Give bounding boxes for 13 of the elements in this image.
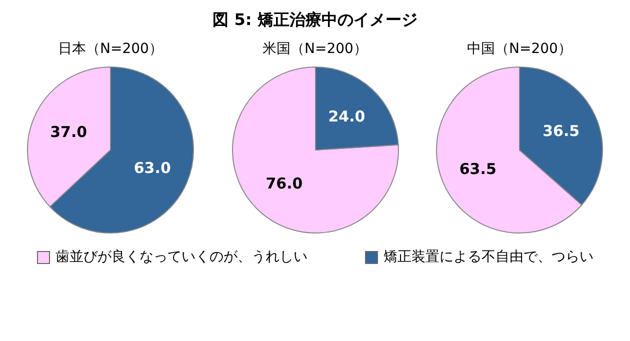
chart-title: 図 5: 矯正治療中のイメージ <box>212 10 418 31</box>
legend-label: 歯並びが良くなっていくのが、うれしい <box>56 248 308 266</box>
data-label: 63.0 <box>134 159 171 178</box>
chart-subtitle: 日本（N=200） <box>58 40 163 59</box>
legend-label: 矯正装置による不自由で、つらい <box>384 248 594 266</box>
data-label: 63.5 <box>459 160 496 178</box>
data-label: 24.0 <box>328 108 365 126</box>
chart-subtitle: 米国（N=200） <box>262 40 368 59</box>
data-label: 76.0 <box>265 174 302 192</box>
data-label: 36.5 <box>542 122 580 140</box>
chart-subtitle: 中国（N=200） <box>467 40 572 59</box>
pie-slice <box>232 66 398 234</box>
data-label: 37.0 <box>50 122 88 141</box>
